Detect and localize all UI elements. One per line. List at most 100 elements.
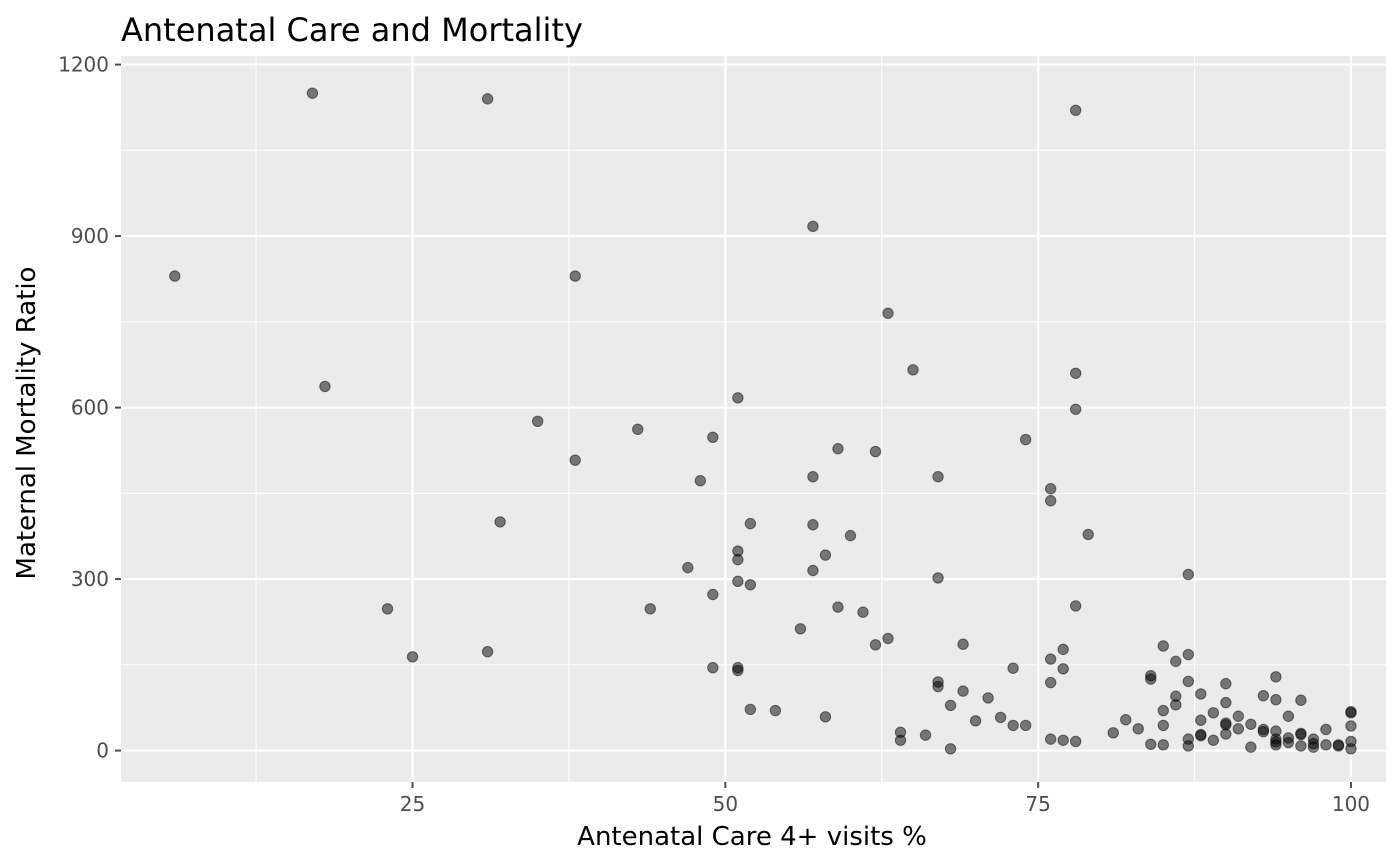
data-point — [1057, 643, 1069, 656]
data-point — [732, 575, 744, 588]
data-point — [994, 711, 1007, 724]
data-point — [932, 471, 944, 483]
data-point — [882, 307, 894, 319]
data-point — [1207, 707, 1220, 719]
data-point — [1257, 725, 1270, 738]
data-point — [1320, 723, 1332, 736]
data-point — [1082, 528, 1094, 541]
minor-gridlines — [121, 56, 1386, 782]
data-point — [1170, 699, 1182, 711]
data-point — [857, 606, 869, 618]
data-point — [944, 743, 957, 755]
x-tick-label: 25 — [400, 792, 425, 816]
data-point — [682, 561, 694, 574]
data-point — [869, 639, 882, 651]
x-axis-title: Antenatal Care 4+ visits % — [577, 822, 927, 852]
data-point — [1232, 710, 1245, 722]
x-tick-label: 50 — [713, 792, 738, 816]
y-tick-label: 1200 — [58, 53, 109, 77]
data-point — [1069, 403, 1082, 415]
data-point — [832, 443, 844, 455]
data-point — [644, 603, 656, 615]
data-point — [894, 734, 907, 746]
data-point — [1257, 689, 1270, 702]
data-point — [1157, 640, 1169, 652]
data-point — [1007, 662, 1019, 674]
y-tick-label: 900 — [71, 224, 109, 248]
data-point — [1182, 675, 1195, 688]
plot-panel — [121, 56, 1386, 782]
data-point — [1007, 719, 1019, 732]
data-point — [1044, 676, 1057, 689]
data-point — [1270, 739, 1282, 751]
data-point — [1019, 433, 1032, 446]
data-point — [707, 661, 719, 674]
data-point — [744, 517, 757, 530]
data-point — [1220, 696, 1232, 709]
data-point — [406, 651, 419, 663]
data-point — [1307, 741, 1320, 753]
data-point — [1320, 739, 1332, 751]
data-point — [807, 471, 819, 483]
data-point — [1345, 743, 1357, 755]
data-point — [1044, 653, 1057, 665]
data-point — [1182, 740, 1195, 752]
data-point — [1120, 713, 1132, 726]
data-point — [744, 703, 757, 716]
data-point — [1282, 710, 1295, 722]
data-point — [1107, 727, 1119, 739]
data-point — [1295, 728, 1307, 741]
x-tick-label: 100 — [1332, 792, 1370, 816]
data-point — [1044, 483, 1057, 495]
data-point — [957, 685, 969, 697]
data-point — [1195, 729, 1207, 742]
data-point — [569, 454, 581, 466]
data-point — [807, 564, 819, 577]
data-point — [531, 415, 544, 427]
data-point — [882, 632, 894, 645]
y-axis: 0 300 600 900 1200 — [58, 53, 121, 763]
x-axis: 25 50 75 100 — [400, 782, 1370, 816]
data-point — [844, 529, 857, 542]
x-tick-label: 75 — [1025, 792, 1050, 816]
data-point — [1220, 677, 1232, 690]
data-point — [1132, 723, 1144, 735]
data-point — [1245, 718, 1257, 730]
data-point — [1069, 735, 1082, 748]
data-point — [1057, 734, 1069, 746]
data-point — [1182, 568, 1195, 581]
data-point — [1145, 673, 1157, 685]
data-point — [494, 516, 506, 528]
data-point — [319, 380, 331, 393]
data-point — [169, 270, 181, 282]
data-point — [1345, 707, 1357, 719]
data-point — [969, 715, 982, 727]
data-point — [982, 692, 994, 704]
data-point — [1332, 740, 1345, 752]
data-point — [1345, 720, 1357, 732]
data-point — [1207, 734, 1220, 746]
data-point — [1157, 739, 1169, 751]
data-point — [744, 579, 757, 591]
data-point — [1069, 600, 1082, 612]
chart-title: Antenatal Care and Mortality — [121, 11, 583, 49]
data-point — [1157, 719, 1169, 732]
data-point — [869, 445, 882, 458]
data-point — [481, 93, 494, 105]
data-point — [306, 87, 319, 99]
data-point — [794, 623, 807, 635]
data-points — [169, 87, 1357, 755]
data-point — [1295, 740, 1307, 752]
data-point — [1069, 104, 1082, 117]
data-point — [832, 601, 844, 613]
data-point — [807, 220, 819, 233]
data-point — [1232, 723, 1245, 735]
data-point — [1044, 733, 1057, 745]
data-point — [481, 645, 494, 658]
data-point — [1157, 704, 1169, 717]
data-point — [944, 699, 957, 712]
data-point — [819, 549, 832, 561]
data-point — [919, 729, 932, 741]
data-point — [907, 364, 919, 376]
